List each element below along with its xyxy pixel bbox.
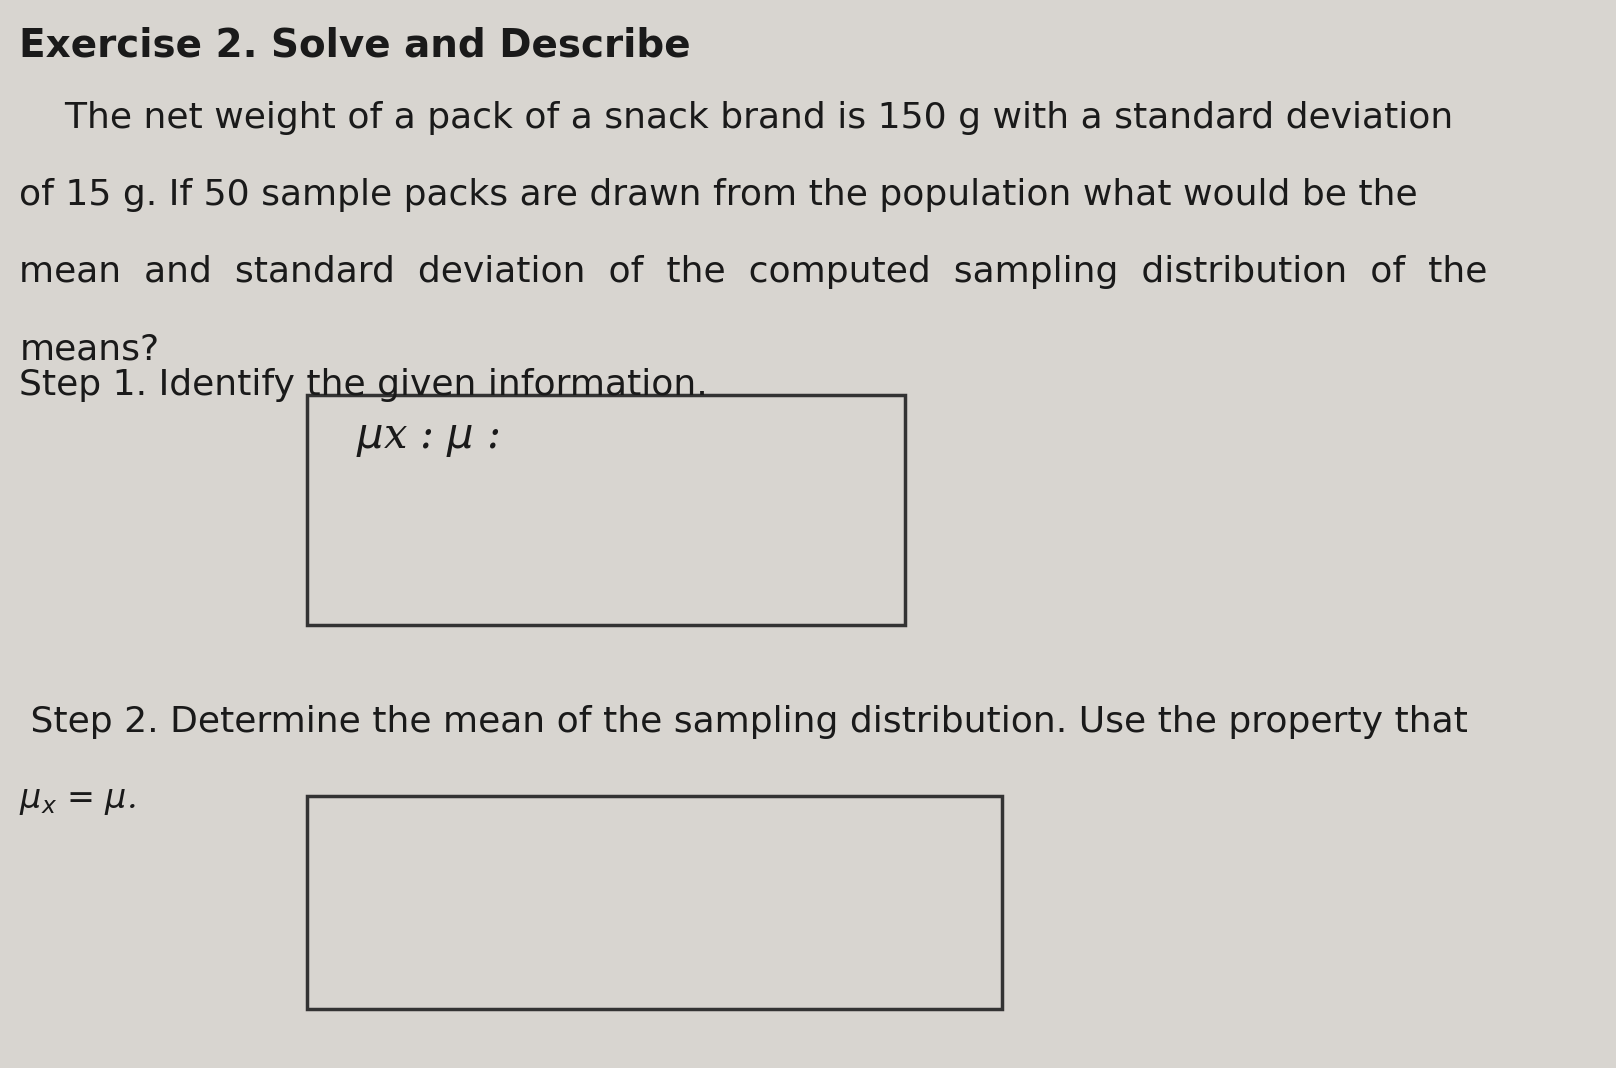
FancyBboxPatch shape xyxy=(307,796,1002,1009)
Text: The net weight of a pack of a snack brand is 150 g with a standard deviation: The net weight of a pack of a snack bran… xyxy=(19,101,1454,136)
Text: Step 1. Identify the given information.: Step 1. Identify the given information. xyxy=(19,368,708,403)
Text: means?: means? xyxy=(19,332,160,366)
Text: $\mu$$_x$ = $\mu$.: $\mu$$_x$ = $\mu$. xyxy=(19,785,136,817)
Text: of 15 g. If 50 sample packs are drawn from the population what would be the: of 15 g. If 50 sample packs are drawn fr… xyxy=(19,178,1417,213)
Text: mean  and  standard  deviation  of  the  computed  sampling  distribution  of  t: mean and standard deviation of the compu… xyxy=(19,255,1488,289)
Text: Exercise 2. Solve and Describe: Exercise 2. Solve and Describe xyxy=(19,27,692,65)
Text: Step 2. Determine the mean of the sampling distribution. Use the property that: Step 2. Determine the mean of the sampli… xyxy=(19,705,1469,739)
FancyBboxPatch shape xyxy=(307,395,905,625)
Text: $\mu$x : $\mu$ :: $\mu$x : $\mu$ : xyxy=(356,417,499,458)
